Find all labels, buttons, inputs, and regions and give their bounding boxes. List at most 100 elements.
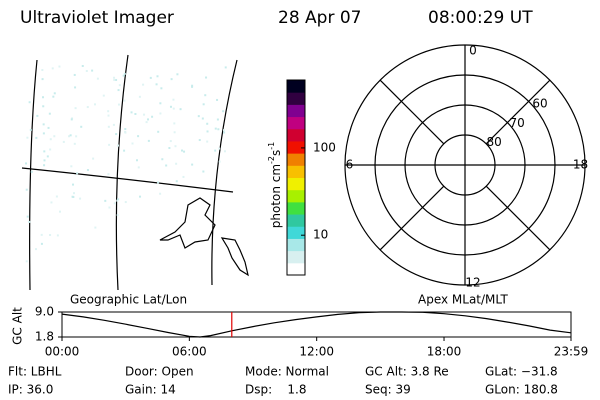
- speckle: [176, 73, 179, 76]
- speckle: [223, 131, 226, 134]
- speckle: [74, 107, 77, 110]
- speckle: [113, 78, 116, 81]
- speckle: [165, 164, 168, 167]
- speckle: [69, 134, 72, 137]
- colorbar-swatch: [287, 250, 305, 264]
- speckle: [74, 86, 77, 89]
- speckle: [72, 183, 75, 186]
- speckle: [135, 159, 138, 162]
- speckle: [157, 181, 160, 184]
- track-frame: [61, 311, 572, 338]
- spoke: [485, 185, 551, 251]
- speckle: [94, 103, 97, 106]
- speckle: [107, 114, 110, 117]
- speckle: [42, 105, 45, 108]
- speckle: [71, 117, 74, 120]
- status-field: IP: 36.0: [8, 383, 53, 397]
- speckle: [222, 129, 225, 132]
- lat-label: 80: [486, 135, 501, 149]
- speckle: [94, 226, 97, 229]
- speckle: [35, 248, 38, 251]
- speckle: [123, 99, 126, 102]
- speckle: [76, 172, 79, 175]
- speckle: [116, 214, 119, 217]
- speckle: [75, 135, 78, 138]
- x-tick-label: 00:00: [45, 345, 80, 359]
- speckle: [159, 112, 162, 115]
- speckle: [43, 164, 46, 167]
- speckle: [108, 206, 111, 209]
- speckle: [174, 145, 177, 148]
- speckle: [173, 122, 176, 125]
- speckle: [161, 158, 164, 161]
- speckle: [30, 170, 33, 173]
- speckle: [181, 149, 184, 152]
- speckle: [49, 233, 52, 236]
- spoke: [379, 79, 445, 145]
- speckle: [217, 128, 220, 131]
- speckle: [206, 122, 209, 125]
- colorbar-swatch: [287, 116, 305, 130]
- status-field: GC Alt: 3.8 Re: [365, 365, 449, 379]
- speckle: [113, 202, 116, 205]
- status-field: Dsp: 1.8: [245, 383, 307, 397]
- speckle: [124, 131, 127, 134]
- speckle: [155, 83, 158, 86]
- speckle: [145, 121, 148, 124]
- speckle: [124, 201, 127, 204]
- speckle: [79, 197, 82, 200]
- speckle: [108, 143, 111, 146]
- spoke: [379, 185, 445, 251]
- speckle: [151, 115, 154, 118]
- mlt-label: 12: [465, 276, 480, 290]
- speckle: [117, 144, 120, 147]
- speckle: [40, 233, 43, 236]
- speckle: [117, 89, 120, 92]
- speckle: [42, 123, 45, 126]
- speckle: [224, 66, 227, 69]
- speckle: [124, 128, 127, 131]
- status-field: Gain: 14: [125, 383, 176, 397]
- speckle: [73, 142, 76, 145]
- x-tick-label: 23:59: [554, 345, 589, 359]
- colorbar-swatch: [287, 153, 305, 166]
- track-left-label: Geographic Lat/Lon: [70, 293, 187, 307]
- speckle: [26, 215, 29, 218]
- speckle: [40, 242, 43, 245]
- speckle: [139, 195, 142, 198]
- speckle: [197, 115, 200, 118]
- lat-label: 70: [509, 116, 524, 130]
- status-field: Seq: 39: [365, 383, 411, 397]
- speckle: [179, 108, 182, 111]
- speckle: [117, 198, 120, 201]
- speckle: [172, 98, 175, 101]
- speckle: [102, 94, 105, 97]
- speckle: [175, 180, 178, 183]
- speckle: [26, 136, 29, 139]
- speckle: [59, 210, 62, 213]
- speckle: [43, 159, 46, 162]
- speckle: [142, 83, 145, 86]
- speckle: [42, 132, 45, 135]
- speckle: [169, 105, 172, 108]
- speckle: [216, 98, 219, 101]
- speckle: [62, 140, 65, 143]
- mlt-label: 18: [573, 158, 588, 172]
- speckle: [159, 192, 162, 195]
- speckle: [25, 162, 28, 165]
- speckle: [222, 110, 225, 113]
- speckle: [47, 126, 50, 129]
- colorbar-swatch: [287, 165, 305, 178]
- colorbar-swatch: [287, 262, 305, 276]
- colorbar-label: photon cm-2s-1: [267, 142, 283, 229]
- speckle: [159, 102, 162, 105]
- speckle: [29, 128, 32, 131]
- speckle: [218, 160, 221, 163]
- speckle: [55, 195, 58, 198]
- speckle: [116, 199, 119, 202]
- speckle: [204, 94, 207, 97]
- colorbar-swatch: [287, 238, 305, 252]
- speckle: [138, 95, 141, 98]
- speckle: [81, 65, 84, 68]
- speckle: [147, 139, 150, 142]
